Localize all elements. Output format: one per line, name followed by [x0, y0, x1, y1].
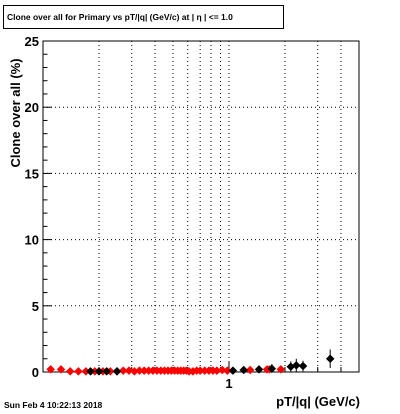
data-point [239, 365, 249, 375]
grid [43, 41, 360, 372]
data-point [276, 364, 286, 374]
data-point [56, 364, 66, 374]
y-tick-label: 15 [25, 166, 39, 181]
y-tick-label: 0 [32, 365, 39, 380]
data-point [86, 366, 95, 376]
data-point [112, 366, 122, 376]
y-axis-label: Clone over all (%) [8, 58, 23, 167]
data-point [254, 364, 264, 374]
series-red [46, 364, 286, 376]
data-point [298, 361, 308, 371]
data-point [46, 364, 56, 374]
data-series [46, 349, 335, 376]
x-axis-label: pT/|q| (GeV/c) [276, 394, 360, 409]
data-point [245, 365, 255, 375]
data-point [228, 366, 238, 376]
data-point [124, 366, 134, 376]
chart-title: Clone over all for Primary vs pT/|q| (Ge… [3, 5, 284, 29]
data-point [325, 354, 335, 364]
tick-labels: 0 5 10 15 20 25 1 [25, 34, 233, 391]
y-tick-label: 5 [32, 299, 39, 314]
axis-ticks [42, 40, 360, 373]
timestamp: Sun Feb 4 10:22:13 2018 [4, 400, 103, 410]
y-tick-label: 10 [25, 233, 39, 248]
y-tick-label: 25 [25, 34, 39, 49]
x-tick-label: 1 [225, 376, 232, 391]
data-point [65, 366, 75, 376]
data-point [74, 366, 83, 376]
data-point [291, 361, 301, 370]
data-point [267, 364, 277, 374]
data-point [94, 366, 104, 376]
data-point [217, 365, 227, 375]
plot-frame [42, 40, 360, 373]
data-point [118, 366, 128, 376]
data-point [102, 366, 112, 376]
plot-area [42, 40, 360, 373]
series-black [86, 349, 335, 376]
y-tick-label: 20 [25, 100, 39, 115]
